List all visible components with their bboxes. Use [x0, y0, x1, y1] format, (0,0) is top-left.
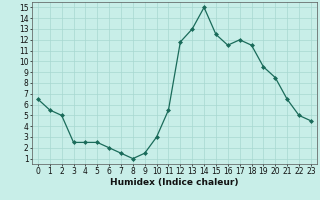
X-axis label: Humidex (Indice chaleur): Humidex (Indice chaleur) [110, 178, 239, 187]
